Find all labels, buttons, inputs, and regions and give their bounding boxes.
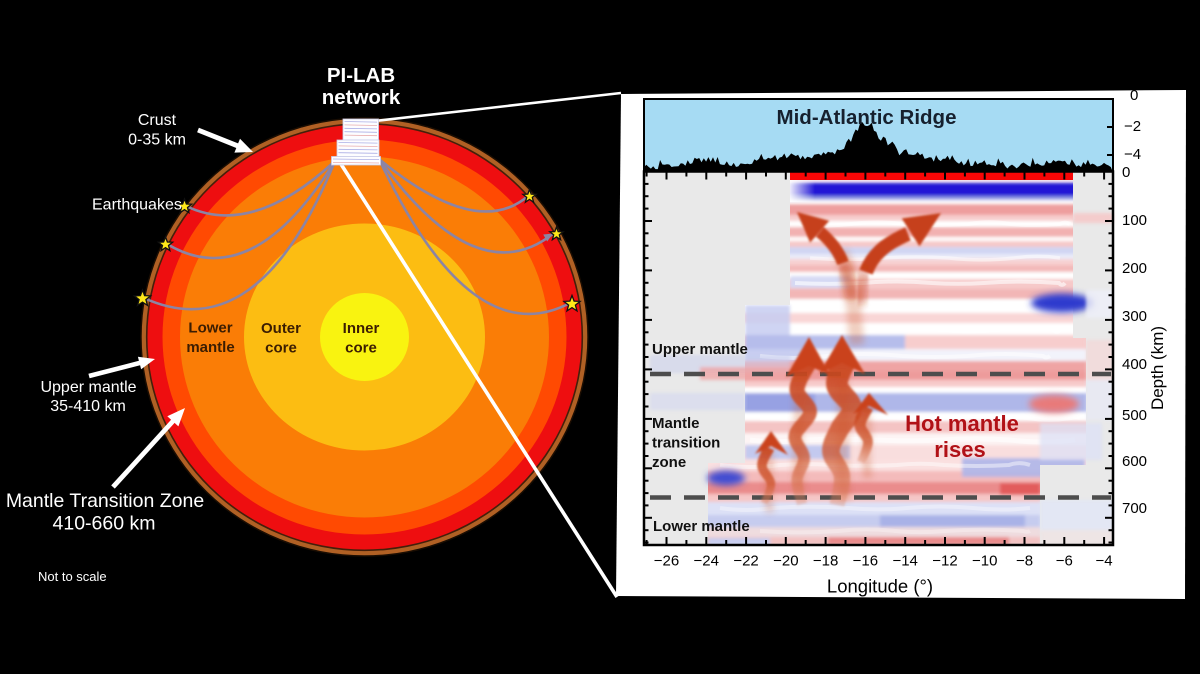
svg-text:PI-LAB: PI-LAB	[327, 64, 395, 87]
svg-text:−12: −12	[932, 553, 957, 570]
svg-text:−2: −2	[1124, 118, 1141, 135]
svg-text:0: 0	[1130, 87, 1138, 104]
svg-text:−20: −20	[773, 553, 798, 570]
svg-text:core: core	[265, 340, 297, 357]
svg-text:−22: −22	[733, 553, 758, 570]
svg-text:rises: rises	[934, 437, 985, 462]
svg-text:Mantle Transition Zone: Mantle Transition Zone	[6, 490, 204, 512]
svg-text:−10: −10	[972, 553, 997, 570]
svg-text:Not to scale: Not to scale	[38, 569, 107, 584]
svg-text:Hot mantle: Hot mantle	[905, 411, 1019, 436]
svg-text:500: 500	[1122, 407, 1147, 424]
svg-text:zone: zone	[652, 454, 686, 471]
svg-text:−4: −4	[1096, 553, 1113, 570]
svg-text:Upper mantle: Upper mantle	[40, 379, 136, 396]
svg-text:600: 600	[1122, 453, 1147, 470]
svg-text:Mantle: Mantle	[652, 415, 700, 432]
svg-text:700: 700	[1122, 500, 1147, 517]
svg-text:Earthquakes: Earthquakes	[92, 197, 182, 214]
svg-text:Inner: Inner	[343, 320, 380, 337]
svg-text:Mid-Atlantic Ridge: Mid-Atlantic Ridge	[777, 106, 957, 129]
svg-text:Upper mantle: Upper mantle	[652, 341, 748, 358]
svg-text:mantle: mantle	[186, 339, 234, 356]
svg-text:Outer: Outer	[261, 320, 301, 337]
svg-text:network: network	[322, 86, 401, 109]
svg-text:Longitude (°): Longitude (°)	[827, 576, 933, 597]
svg-text:100: 100	[1122, 212, 1147, 229]
svg-text:−18: −18	[813, 553, 838, 570]
svg-text:core: core	[345, 340, 377, 357]
svg-text:300: 300	[1122, 308, 1147, 325]
svg-text:35-410 km: 35-410 km	[50, 398, 126, 415]
svg-text:−16: −16	[853, 553, 878, 570]
svg-text:−8: −8	[1016, 553, 1033, 570]
svg-text:200: 200	[1122, 260, 1147, 277]
svg-text:400: 400	[1122, 356, 1147, 373]
svg-text:−4: −4	[1124, 146, 1141, 163]
svg-text:410-660 km: 410-660 km	[53, 513, 156, 535]
svg-text:0: 0	[1122, 164, 1130, 181]
svg-text:0-35 km: 0-35 km	[128, 132, 186, 149]
svg-text:−14: −14	[892, 553, 917, 570]
svg-text:Lower: Lower	[188, 320, 232, 337]
svg-text:Lower mantle: Lower mantle	[653, 518, 750, 535]
svg-text:transition: transition	[652, 435, 720, 452]
svg-text:Crust: Crust	[138, 112, 177, 129]
svg-text:−26: −26	[654, 553, 679, 570]
svg-text:Depth (km): Depth (km)	[1148, 326, 1167, 410]
svg-text:−6: −6	[1056, 553, 1073, 570]
svg-text:−24: −24	[694, 553, 719, 570]
